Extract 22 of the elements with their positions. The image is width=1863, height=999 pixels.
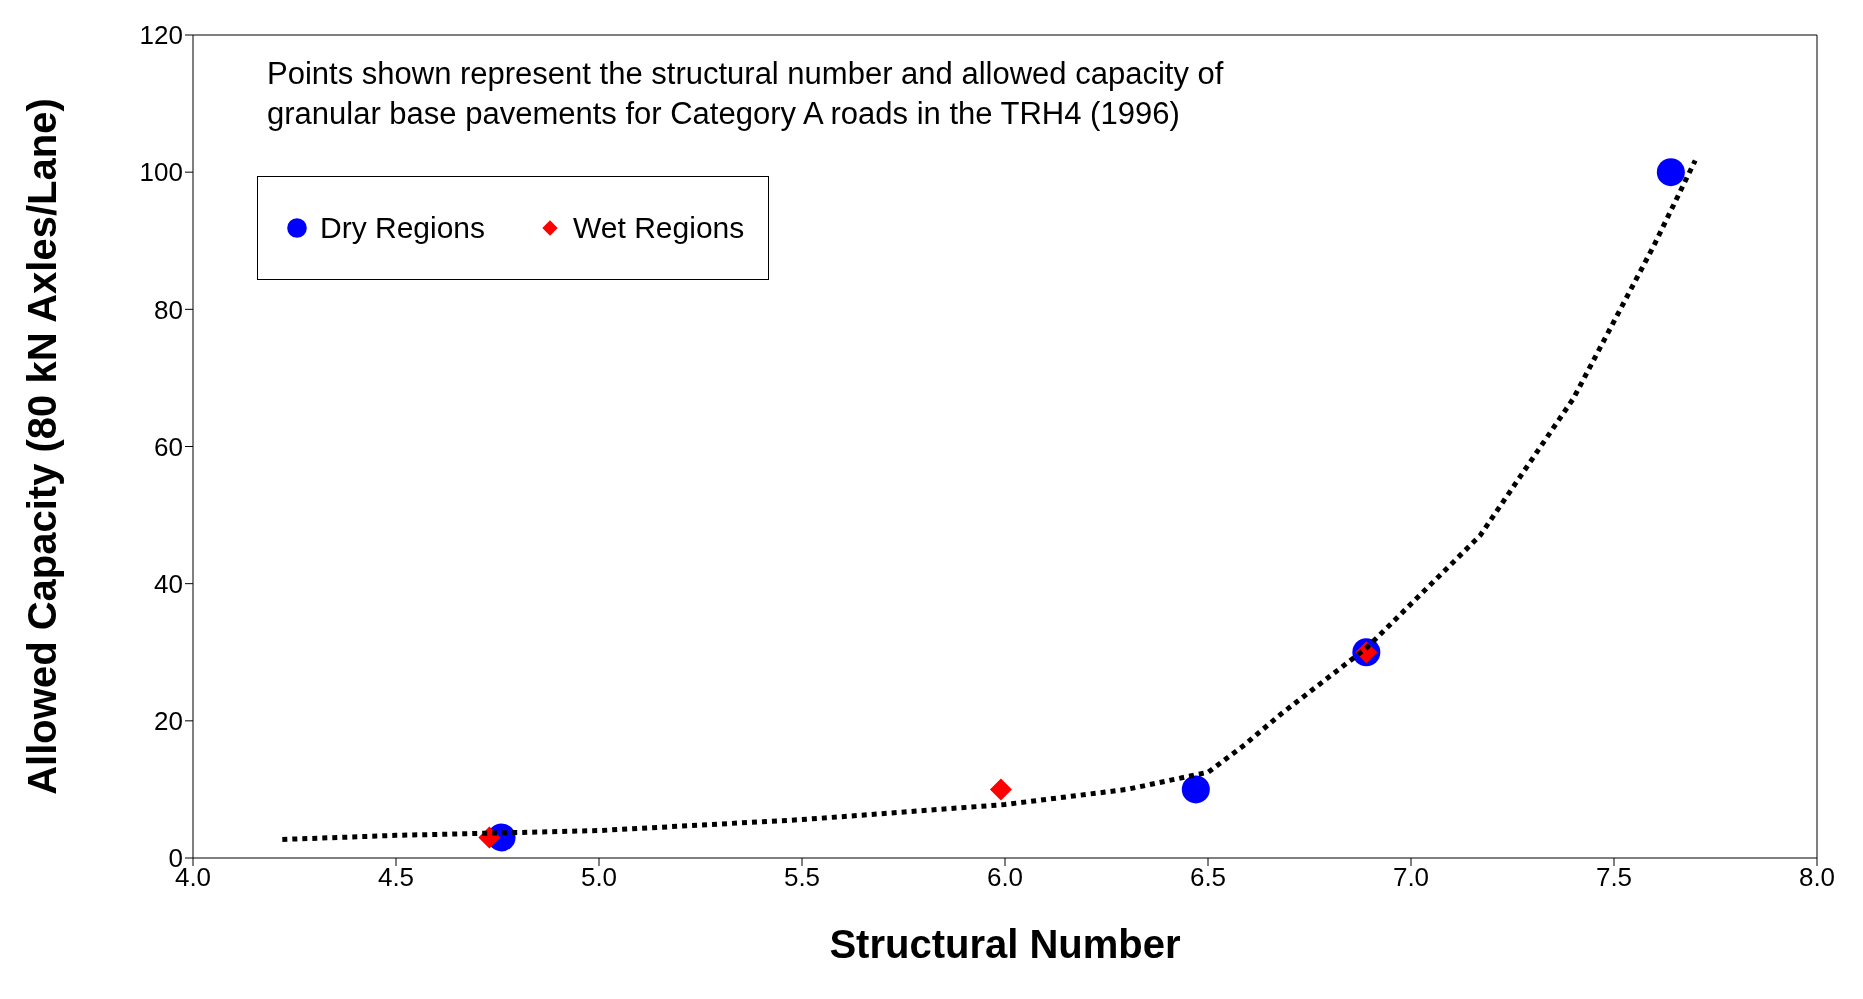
x-tick-label: 6.0 xyxy=(986,862,1024,893)
y-tick-label: 20 xyxy=(154,706,183,737)
x-tick-label: 7.0 xyxy=(1392,862,1430,893)
x-tick-label: 7.5 xyxy=(1595,862,1633,893)
point xyxy=(989,778,1012,801)
y-tick-label: 100 xyxy=(139,157,183,188)
y-tick-label: 80 xyxy=(154,294,183,325)
legend-label: Wet Regions xyxy=(573,211,745,245)
x-axis-title: Structural Number xyxy=(829,922,1181,966)
y-axis-title: Allowed Capacity (80 kN Axles/Lane) xyxy=(20,98,65,795)
y-tick-label: 40 xyxy=(154,568,183,599)
y-tick-label: 60 xyxy=(154,431,183,462)
annotation: Points shown represent the structural number and allowed capacity of granular base pavements for Category A roads in the TRH4 (1996) xyxy=(267,55,1225,133)
y-tick-label: 120 xyxy=(139,20,183,51)
x-tick-label: 5.5 xyxy=(783,862,821,893)
x-tick-label: 8.0 xyxy=(1798,862,1836,893)
x-tick-label: 6.5 xyxy=(1189,862,1227,893)
legend-label: Dry Regions xyxy=(320,211,486,245)
x-tick-label: 5.0 xyxy=(580,862,618,893)
point xyxy=(1656,158,1685,187)
x-tick-label: 4.5 xyxy=(377,862,415,893)
point xyxy=(1181,775,1210,804)
